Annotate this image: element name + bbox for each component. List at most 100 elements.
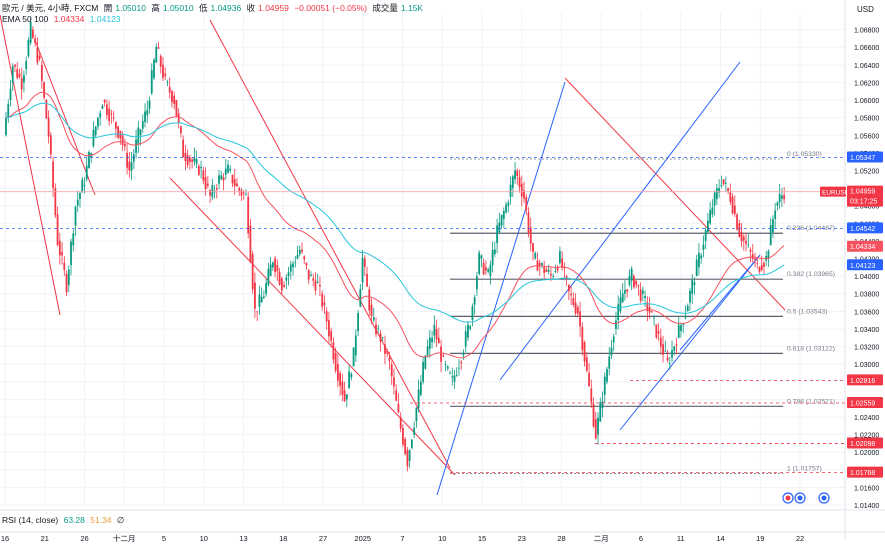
candle-body <box>157 47 160 49</box>
candle-body <box>251 254 254 290</box>
ema-legend[interactable]: EMA 50 100 1.04334 1.04123 <box>2 14 124 24</box>
candle-body <box>269 264 272 277</box>
candle-body <box>321 293 324 307</box>
candle-body <box>462 352 465 356</box>
candle-body <box>319 284 321 287</box>
candle-body <box>650 311 653 313</box>
candle-body <box>215 188 218 190</box>
candle-body <box>693 282 696 285</box>
candle-body <box>585 357 588 371</box>
candle-body <box>402 427 404 445</box>
candle-body <box>283 284 285 287</box>
candle-body <box>155 46 158 63</box>
candle-body <box>608 356 611 369</box>
candle-body <box>453 375 456 382</box>
candle-body <box>558 251 561 263</box>
candle-body <box>612 336 615 343</box>
candle-body <box>489 264 492 277</box>
x-tick-label: 15 <box>478 534 486 543</box>
candle-body <box>47 117 50 137</box>
candle-body <box>193 157 196 162</box>
candle-body <box>433 324 436 336</box>
candle-body <box>168 86 171 93</box>
candle-body <box>386 350 389 354</box>
candle-body <box>45 100 48 119</box>
candle-body <box>491 249 494 266</box>
candle-body <box>709 210 712 224</box>
candle-body <box>769 225 772 246</box>
candle-body <box>97 117 99 127</box>
candle-body <box>745 240 747 244</box>
candle-body <box>119 130 122 139</box>
x-tick-label: 二月 <box>594 534 609 543</box>
candle-body <box>16 69 19 78</box>
candle-body <box>500 214 503 226</box>
candle-body <box>301 249 303 252</box>
candle-body <box>599 402 602 422</box>
candle-body <box>426 346 429 356</box>
candle-body <box>339 372 342 386</box>
candle-body <box>88 152 90 169</box>
candle-body <box>525 196 528 211</box>
fibonacci-retracement[interactable]: 0 (1.05330)0.236 (1.04487)0.382 (1.03965… <box>450 151 835 474</box>
x-tick-label: 18 <box>279 534 287 543</box>
event-marker-dot-icon <box>821 495 827 501</box>
candle-body <box>166 81 169 83</box>
candle-body <box>621 293 624 303</box>
downtrend-line <box>169 177 456 476</box>
candle-body <box>686 305 689 312</box>
ema-label: EMA 50 100 <box>2 14 49 24</box>
candle-body <box>561 258 564 268</box>
candle-body <box>754 258 756 260</box>
candle-body <box>271 262 274 268</box>
candle-body <box>742 236 745 241</box>
candle-body <box>428 337 431 349</box>
candle-body <box>137 127 140 145</box>
candles-layer <box>5 17 786 472</box>
candle-body <box>132 154 135 162</box>
symbol-title[interactable]: 歐元 / 美元, 4小時, FXCM <box>2 3 99 13</box>
candle-body <box>603 376 606 395</box>
candle-body <box>256 311 259 313</box>
candle-body <box>20 78 23 90</box>
current-price-tag-bg <box>847 185 883 207</box>
candle-body <box>760 265 763 271</box>
candle-body <box>229 168 232 171</box>
x-tick-label: 22 <box>796 534 804 543</box>
price-tag-bg <box>847 374 883 386</box>
candle-body <box>206 183 209 186</box>
candle-body <box>222 177 225 181</box>
candle-body <box>27 40 30 57</box>
open-value: 1.05010 <box>115 3 146 13</box>
candle-body <box>437 337 440 344</box>
rsi-legend[interactable]: RSI (14, close) 63.28 51.34 ∅ <box>2 515 127 526</box>
candle-body <box>480 255 483 259</box>
y-tick-label: 1.05800 <box>854 116 879 123</box>
price-tag: 1.02559 <box>850 400 875 407</box>
drawings-layer <box>0 14 786 496</box>
candle-body <box>159 56 162 67</box>
time-axis[interactable]: 16 21 26 十二月 5 10 13 18 27 2025 7 10 15 23 28 二月 6 11 14 19… <box>0 509 885 543</box>
price-tags: 1.05347 EURUSD 1.04959 03:17:25 1.04542 1.043… <box>0 151 883 478</box>
candle-body <box>164 73 167 76</box>
candle-body <box>567 284 570 291</box>
fib-level-label: 0.618 (1.03122) <box>787 345 835 352</box>
candle-body <box>258 294 261 307</box>
candle-body <box>597 417 599 435</box>
candle-body <box>65 273 68 293</box>
candle-body <box>541 263 543 266</box>
candle-body <box>776 202 779 206</box>
fib-level-label: 0.382 (1.03965) <box>787 271 835 278</box>
candle-body <box>713 192 716 206</box>
candle-body <box>372 317 375 321</box>
candle-body <box>103 100 106 103</box>
candle-body <box>359 289 362 307</box>
candle-body <box>204 177 207 190</box>
candle-body <box>262 296 265 299</box>
candle-body <box>763 262 765 267</box>
x-tick-label: 14 <box>716 534 724 543</box>
candle-body <box>581 326 584 350</box>
candle-body <box>195 158 198 164</box>
candle-body <box>36 47 39 63</box>
